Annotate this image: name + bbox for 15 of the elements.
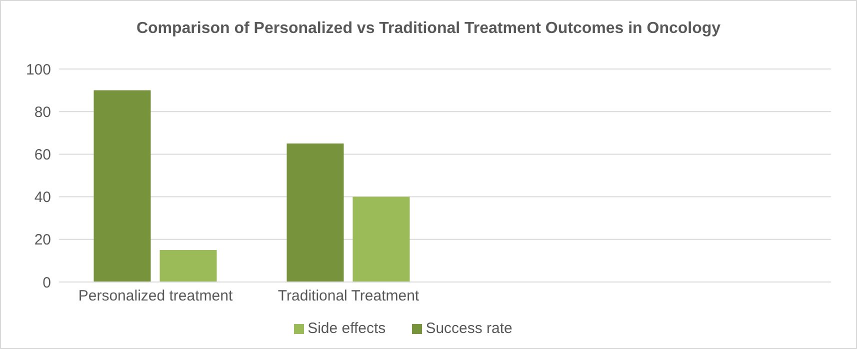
y-tick-label: 20 [34,232,51,249]
y-tick-label: 60 [34,146,51,164]
legend-label: Side effects [308,320,386,337]
bar [160,250,217,282]
y-tick-label: 0 [42,274,51,292]
y-tick-label: 100 [26,61,51,78]
chart-title: Comparison of Personalized vs Traditional Treatment Outcomes in Oncology [135,20,722,38]
y-tick-label: 40 [34,189,51,206]
bar [94,90,151,282]
x-tick-label: Personalized treatment [78,288,234,305]
legend-label: Success rate [426,320,512,337]
bar [286,144,344,282]
y-tick-label: 80 [34,104,51,121]
bar [352,196,410,282]
x-tick-label: Traditional Treatment [278,288,420,305]
